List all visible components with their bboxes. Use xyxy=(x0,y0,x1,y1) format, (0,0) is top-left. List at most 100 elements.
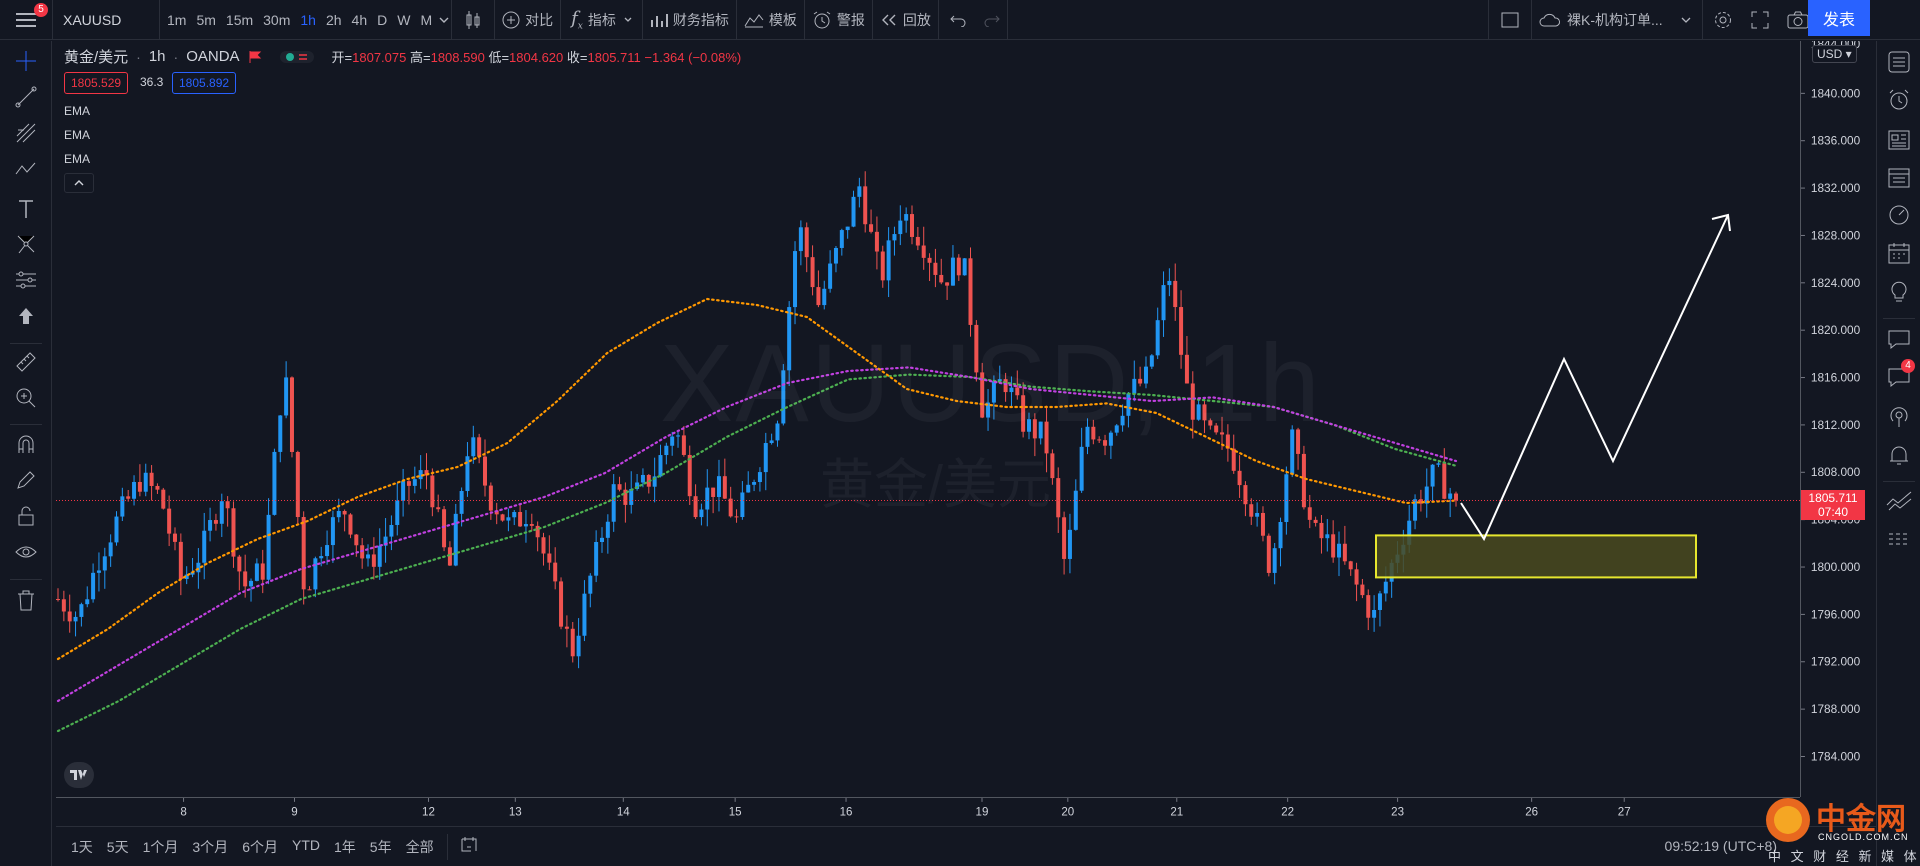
notifications-button[interactable]: 4 xyxy=(1885,359,1915,391)
pitchfork-tool[interactable] xyxy=(13,120,39,146)
ema-legend-2[interactable]: EMA xyxy=(64,128,91,142)
crosshair-tool[interactable] xyxy=(13,48,39,74)
dom-button[interactable] xyxy=(1885,525,1913,553)
price-chart[interactable] xyxy=(56,41,1800,797)
range-2[interactable]: 1个月 xyxy=(142,838,179,855)
publish-button[interactable]: 发表 xyxy=(1808,0,1870,36)
candle-body xyxy=(570,628,575,657)
replay-button[interactable]: 回放 xyxy=(873,0,938,40)
interval-2h[interactable]: 2h xyxy=(325,11,342,28)
flag-icon[interactable] xyxy=(248,50,262,64)
candle-body xyxy=(342,510,347,515)
trendline-tool[interactable] xyxy=(13,84,39,110)
lock-drawings-tool[interactable] xyxy=(13,503,39,529)
ideas-button[interactable] xyxy=(1885,277,1913,305)
trading-panel-button[interactable] xyxy=(1885,487,1913,515)
interval-5m[interactable]: 5m xyxy=(196,11,216,28)
remove-drawings-tool[interactable] xyxy=(13,587,39,613)
interval-dropdown[interactable] xyxy=(437,0,451,40)
measure-tool[interactable] xyxy=(13,349,39,375)
chart-type-button[interactable] xyxy=(452,0,494,40)
undo-button[interactable] xyxy=(939,0,977,40)
range-3[interactable]: 3个月 xyxy=(192,838,229,855)
pattern-tool[interactable] xyxy=(13,156,39,182)
candle-body xyxy=(664,445,669,456)
interval-D[interactable]: D xyxy=(377,11,388,28)
candle-body xyxy=(945,282,950,286)
redo-button[interactable] xyxy=(977,0,1007,40)
shapes-tool[interactable] xyxy=(13,231,39,257)
financials-button[interactable]: 财务指标 xyxy=(643,0,736,40)
interval-30m[interactable]: 30m xyxy=(263,11,291,28)
data-window-button[interactable] xyxy=(1885,164,1913,192)
range-5[interactable]: YTD xyxy=(291,836,320,853)
time-axis[interactable]: 8 9 12 13 14 15 16 19 20 21 22 23 26 27 xyxy=(56,797,1800,825)
interval-W[interactable]: W xyxy=(397,11,411,28)
time-tick-label: 19 xyxy=(976,806,989,818)
range-0[interactable]: 1天 xyxy=(71,838,93,855)
price-axis[interactable]: 1784.000 1788.000 1792.000 1796.000 1800.000… xyxy=(1800,41,1876,797)
ema-legend-1[interactable]: EMA xyxy=(64,104,91,118)
interval-4h[interactable]: 4h xyxy=(351,11,368,28)
candle-body xyxy=(980,372,985,418)
chats-button[interactable] xyxy=(1885,325,1913,353)
streams-button[interactable] xyxy=(1885,403,1913,431)
candle-body xyxy=(775,423,780,441)
range-1[interactable]: 5天 xyxy=(106,838,129,855)
alerts-button[interactable] xyxy=(1885,86,1913,114)
range-6[interactable]: 1年 xyxy=(333,838,356,855)
tradingview-logo-icon[interactable] xyxy=(64,762,94,788)
candle-body xyxy=(746,484,751,493)
candle-body xyxy=(330,517,335,546)
layout-name-button[interactable]: 裸K-机构订单... xyxy=(1532,0,1702,40)
compare-button[interactable]: 对比 xyxy=(495,0,560,40)
collapse-legend-button[interactable] xyxy=(64,173,94,193)
alert-button[interactable]: 警报 xyxy=(805,0,872,40)
candle-body xyxy=(1220,432,1225,435)
candle-body xyxy=(529,524,534,526)
indicators-button[interactable]: fx 指标 xyxy=(561,0,642,40)
candle-body xyxy=(1021,395,1026,432)
templates-button[interactable]: 模板 xyxy=(737,0,804,40)
text-tool[interactable] xyxy=(13,196,39,222)
settings-button[interactable] xyxy=(1703,0,1743,40)
interval-1h[interactable]: 1h xyxy=(300,11,316,28)
candle-body xyxy=(933,262,938,275)
stay-drawing-tool[interactable] xyxy=(13,467,39,493)
ema-legend-3[interactable]: EMA xyxy=(64,152,91,166)
interval-1m[interactable]: 1m xyxy=(167,11,187,28)
range-4[interactable]: 6个月 xyxy=(242,838,278,855)
goto-date-button[interactable] xyxy=(454,836,486,857)
range-7[interactable]: 5年 xyxy=(369,838,392,855)
menu-button[interactable]: 5 xyxy=(0,0,52,40)
hotlist-button[interactable] xyxy=(1885,201,1913,229)
forecast-tool[interactable] xyxy=(13,267,39,293)
arrow-tool[interactable] xyxy=(13,303,39,329)
bell-button[interactable] xyxy=(1885,441,1913,469)
candle-body xyxy=(798,227,803,252)
notifications-badge: 4 xyxy=(1901,359,1915,373)
zoom-tool[interactable] xyxy=(13,385,39,411)
calendar-button[interactable] xyxy=(1885,239,1913,267)
fullscreen-button[interactable] xyxy=(1743,0,1777,40)
market-status[interactable] xyxy=(279,50,314,63)
range-8[interactable]: 全部 xyxy=(405,838,434,855)
ask-price[interactable]: 1805.892 xyxy=(172,72,237,94)
symbol-search[interactable]: XAUUSD xyxy=(63,11,122,28)
interval-15m[interactable]: 15m xyxy=(225,11,254,28)
demand-zone-rect xyxy=(1375,534,1697,579)
news-button[interactable] xyxy=(1885,126,1913,154)
candle-body xyxy=(178,541,183,580)
candle-body xyxy=(1448,493,1453,499)
candle-body xyxy=(1026,419,1031,432)
hide-drawings-tool[interactable] xyxy=(13,539,39,565)
currency-selector[interactable]: USD ▾ xyxy=(1812,45,1857,63)
watchlist-button[interactable] xyxy=(1885,48,1913,76)
interval-M[interactable]: M xyxy=(420,11,433,28)
snapshot-button[interactable] xyxy=(1777,0,1819,40)
bid-price[interactable]: 1805.529 xyxy=(64,72,129,94)
instrument-name[interactable]: 黄金/美元 xyxy=(64,49,129,66)
select-layout-button[interactable] xyxy=(1489,0,1531,40)
clock[interactable]: 09:52:19 (UTC+8) xyxy=(1664,838,1777,854)
magnet-tool[interactable] xyxy=(13,431,39,457)
